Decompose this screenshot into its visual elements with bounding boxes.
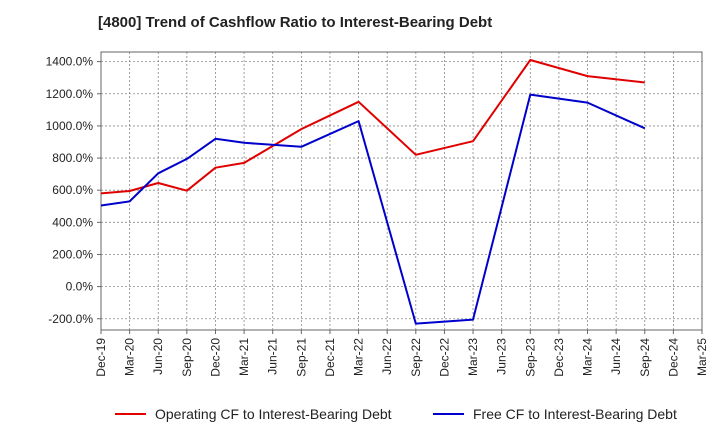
x-tick-label: Jun-22 <box>380 338 394 375</box>
series-line-free-cf <box>100 93 646 325</box>
x-tick-label: Dec-23 <box>552 338 566 377</box>
grid-layer <box>100 52 703 330</box>
x-tick-label: Mar-22 <box>352 338 366 376</box>
y-tick-label: 1000.0% <box>46 119 94 133</box>
plot-area <box>100 51 703 331</box>
x-tick-label: Dec-21 <box>323 338 337 377</box>
y-tick-label: 1400.0% <box>46 55 94 69</box>
x-tick-label: Dec-22 <box>437 338 451 377</box>
x-tick-label: Jun-20 <box>151 338 165 375</box>
y-tick-label: 400.0% <box>52 215 93 229</box>
x-tick-label: Mar-20 <box>123 338 137 376</box>
x-tick-label: Sep-21 <box>294 338 308 377</box>
x-tick-label: Mar-23 <box>466 338 480 376</box>
y-axis-ticks: 1400.0% 1200.0% 1000.0% 800.0% 600.0% 400.0% 2… <box>46 55 101 326</box>
x-tick-label: Dec-20 <box>208 338 222 377</box>
y-tick-label: 200.0% <box>52 247 93 261</box>
x-tick-label: Sep-24 <box>638 338 652 377</box>
x-axis-ticks: Dec-19 Mar-20 Jun-20 Sep-20 Dec-20 Mar-21 Jun-… <box>94 330 709 377</box>
x-tick-label: Jun-21 <box>266 338 280 375</box>
y-tick-label: 0.0% <box>66 280 94 294</box>
legend-label-free-cf: Free CF to Interest-Bearing Debt <box>473 406 677 422</box>
x-tick-label: Mar-24 <box>581 338 595 376</box>
chart-title: [4800] Trend of Cashflow Ratio to Intere… <box>98 14 493 31</box>
y-tick-label: 600.0% <box>52 183 93 197</box>
x-tick-label: Jun-23 <box>495 338 509 375</box>
y-tick-label: -200.0% <box>48 312 93 326</box>
x-tick-label: Sep-22 <box>409 338 423 377</box>
x-tick-label: Sep-23 <box>523 338 537 377</box>
x-tick-label: Mar-21 <box>237 338 251 376</box>
y-tick-label: 1200.0% <box>46 87 94 101</box>
x-tick-label: Dec-19 <box>94 338 108 377</box>
x-tick-label: Jun-24 <box>609 338 623 375</box>
series-layer <box>100 59 646 325</box>
x-tick-label: Mar-25 <box>695 338 709 376</box>
series-line-operating-cf <box>100 59 645 195</box>
legend: Operating CF to Interest-Bearing Debt Fr… <box>115 406 677 422</box>
x-tick-label: Sep-20 <box>180 338 194 377</box>
y-tick-label: 800.0% <box>52 151 93 165</box>
legend-label-operating-cf: Operating CF to Interest-Bearing Debt <box>155 406 392 422</box>
x-tick-label: Dec-24 <box>666 338 680 377</box>
